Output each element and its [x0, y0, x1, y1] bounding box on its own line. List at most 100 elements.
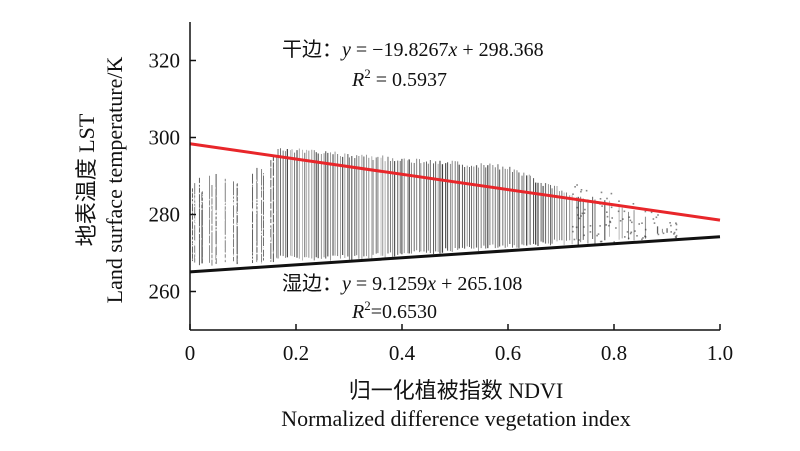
wet-r2-base: R: [351, 301, 364, 323]
scatter-gap: [252, 183, 255, 186]
scatter-point: [636, 235, 638, 237]
scatter-gap: [190, 258, 193, 261]
x-tick-label: 0.6: [495, 341, 521, 365]
scatter-gap: [205, 208, 208, 210]
scatter-gap: [238, 253, 241, 256]
scatter-gap: [192, 179, 195, 181]
scatter-gap: [204, 210, 206, 213]
scatter-point: [670, 231, 672, 233]
scatter-gap: [238, 238, 240, 241]
scatter-gap: [211, 253, 214, 255]
scatter-gap: [271, 199, 274, 202]
scatter-gap: [233, 237, 236, 240]
scatter-gap: [244, 206, 247, 208]
scatter-gap: [228, 201, 231, 203]
scatter-gap: [204, 192, 207, 194]
scatter-gap: [259, 197, 262, 199]
scatter-gap: [209, 266, 212, 268]
scatter-point: [572, 193, 574, 195]
scatter-gap: [264, 198, 267, 201]
scatter-gap: [226, 244, 228, 246]
scatter-gap: [273, 213, 275, 215]
scatter-gap: [207, 243, 210, 245]
scatter-gap: [193, 218, 196, 220]
scatter-gap: [255, 209, 258, 211]
scatter-gap: [261, 252, 264, 254]
scatter-point: [589, 225, 592, 227]
scatter-gap: [207, 198, 210, 201]
scatter-gap: [268, 222, 271, 224]
dry-r2-value: = 0.5937: [371, 69, 447, 91]
dry-eq-x: x: [447, 39, 457, 61]
scatter-gap: [235, 178, 238, 181]
scatter-gap: [243, 244, 246, 246]
scatter-gap: [256, 260, 259, 262]
scatter-gap: [254, 222, 257, 224]
scatter-gap: [229, 187, 232, 190]
y-tick-label: 280: [149, 203, 181, 227]
scatter-gap: [246, 239, 248, 242]
scatter-gap: [239, 203, 242, 206]
scatter-gap: [243, 194, 246, 196]
scatter-gap: [265, 213, 268, 216]
dry-eq-intercept: + 298.368: [457, 39, 543, 61]
scatter-gap: [256, 245, 259, 248]
scatter-gap: [211, 204, 214, 206]
scatter-point: [622, 218, 624, 220]
scatter-gap: [249, 224, 252, 227]
scatter-gap: [258, 185, 261, 187]
scatter-gap: [228, 236, 231, 238]
scatter-gap: [193, 253, 195, 255]
scatter-point: [632, 203, 635, 205]
scatter-gap: [253, 182, 256, 184]
scatter-gap: [248, 178, 251, 180]
scatter-gap: [230, 227, 233, 229]
scatter-gap: [264, 213, 267, 215]
scatter-gap: [221, 178, 224, 181]
scatter-gap: [197, 207, 200, 209]
scatter-point: [600, 191, 603, 194]
scatter-point: [596, 234, 598, 237]
scatter-gap: [237, 258, 240, 261]
scatter-gap: [262, 236, 265, 238]
wet-eq-slope: = 9.1259: [351, 273, 427, 295]
y-tick-label: 320: [149, 49, 181, 73]
scatter-gap: [257, 228, 260, 230]
scatter-gap: [194, 220, 197, 222]
scatter-gap: [198, 192, 201, 195]
wet-eq-y: y: [340, 273, 351, 295]
scatter-gap: [262, 200, 265, 202]
scatter-point: [574, 186, 576, 188]
scatter-point: [624, 236, 626, 238]
x-tick-label: 0: [185, 341, 196, 365]
scatter-gap: [217, 244, 220, 246]
scatter-gap: [216, 195, 219, 197]
scatter-gap: [194, 241, 197, 244]
scatter-gap: [245, 181, 248, 184]
scatter-gap: [245, 252, 248, 255]
scatter-point: [599, 198, 602, 200]
scatter-point: [626, 231, 629, 233]
scatter-gap: [269, 223, 272, 225]
scatter-gap: [232, 217, 235, 219]
scatter-gap: [238, 218, 241, 220]
scatter-gap: [252, 210, 255, 212]
scatter-gap: [233, 203, 236, 205]
scatter-point: [673, 233, 675, 235]
scatter-gap: [264, 234, 267, 237]
scatter-gap: [259, 168, 262, 171]
scatter-gap: [269, 208, 272, 211]
scatter-point: [585, 189, 588, 192]
scatter-gap: [228, 241, 231, 243]
scatter-gap: [223, 201, 226, 204]
scatter-point: [629, 219, 632, 222]
scatter-gap: [195, 180, 198, 183]
scatter-gap: [222, 219, 225, 221]
scatter-gap: [267, 169, 269, 171]
scatter-gap: [218, 229, 221, 232]
scatter-gap: [238, 252, 241, 255]
scatter-gap: [223, 252, 226, 255]
scatter-gap: [218, 196, 221, 199]
scatter-gap: [205, 201, 208, 204]
scatter-gap: [256, 201, 258, 204]
